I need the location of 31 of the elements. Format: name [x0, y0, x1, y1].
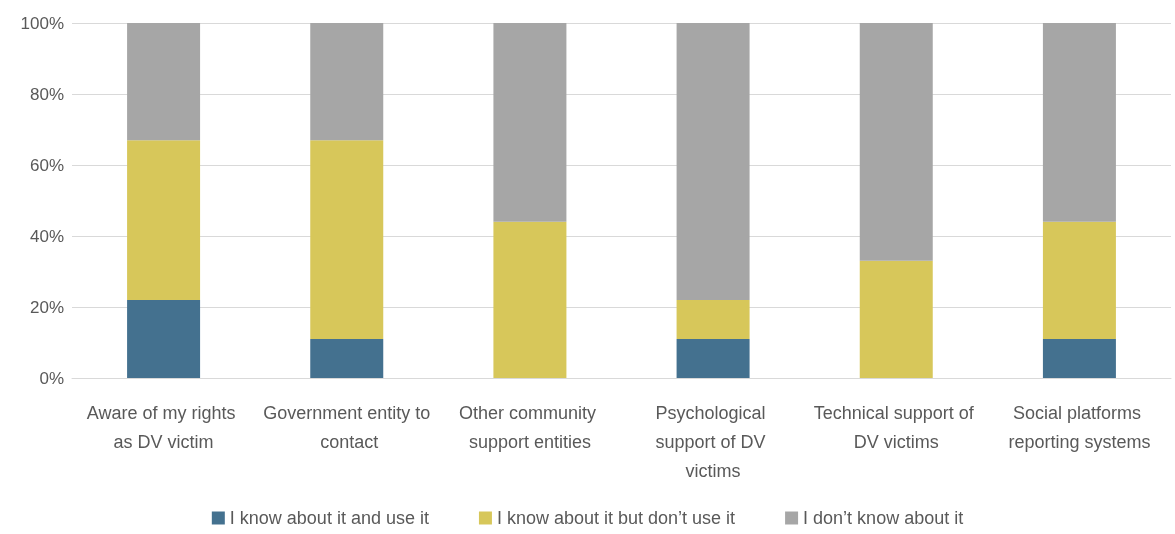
x-tick-label: Other community support entities [458, 402, 601, 452]
x-tick-label: Aware of my rights as DV victim [86, 402, 241, 452]
x-tick-label: Government entity to contact [263, 402, 431, 452]
y-tick-label: 40% [29, 226, 64, 246]
y-tick-label: 100% [20, 13, 64, 33]
legend-label: I don’t know about it [803, 508, 964, 528]
bar [310, 338, 384, 378]
bar [676, 338, 750, 378]
y-tick-label: 20% [29, 297, 64, 317]
bar [310, 140, 384, 339]
legend-label: I know about it and use it [229, 508, 429, 528]
legend-label: I know about it but don’t use it [496, 508, 736, 528]
bar [676, 299, 750, 339]
bar [127, 140, 201, 300]
bar [127, 23, 201, 141]
bar [1042, 338, 1116, 378]
bar [127, 299, 201, 378]
bar [1042, 23, 1116, 222]
y-tick-label: 80% [29, 84, 64, 104]
x-tick-label: Psychological support of DV victims [655, 402, 771, 481]
x-tick-label: Social platforms reporting systems [1008, 402, 1151, 452]
bar [1042, 221, 1116, 339]
bar [310, 23, 384, 141]
bar [676, 23, 750, 300]
bar [859, 23, 933, 261]
y-tick-label: 0% [39, 368, 64, 388]
bar [493, 221, 567, 378]
x-tick-label: Technical support of DV victims [813, 402, 979, 452]
bar [859, 260, 933, 378]
bar [493, 23, 567, 222]
y-tick-label: 60% [29, 155, 64, 175]
